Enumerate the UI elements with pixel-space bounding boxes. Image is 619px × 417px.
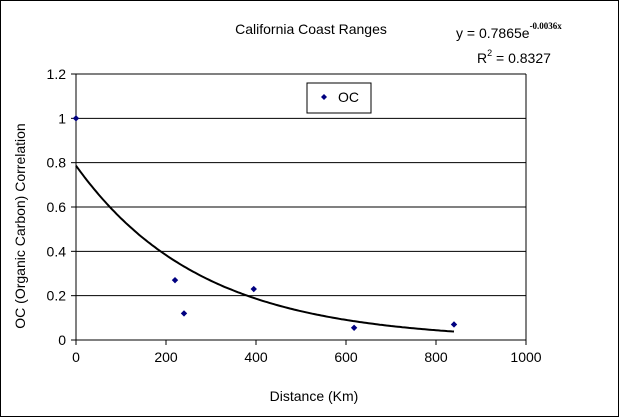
- data-point: [350, 324, 358, 332]
- trendline-equation-exponent: -0.0036x: [530, 21, 563, 31]
- legend: OC: [306, 82, 372, 114]
- x-axis-title: Distance (Km): [270, 388, 359, 404]
- r-squared-base: R: [477, 50, 487, 66]
- trendline-equation-base: y = 0.7865e: [456, 25, 530, 41]
- y-tick-label: 0: [58, 332, 66, 348]
- y-tick-label: 1: [58, 110, 66, 126]
- trendline: [75, 165, 455, 333]
- x-tick-label: 400: [244, 349, 268, 365]
- y-axis-title: OC (Organic Carbon) Correlation: [12, 123, 28, 328]
- r-squared: R2 = 0.8327: [477, 48, 551, 66]
- gridlines: [76, 73, 526, 297]
- data-point: [171, 276, 179, 284]
- x-tick-label: 800: [424, 349, 448, 365]
- legend-box: [306, 82, 372, 114]
- data-points: [72, 115, 458, 332]
- y-tick-label: 1.2: [47, 66, 67, 82]
- y-tick-label: 0.8: [47, 155, 67, 171]
- r-squared-value: = 0.8327: [492, 50, 551, 66]
- x-tick-labels: 0 200 400 600 800 1000: [72, 349, 542, 365]
- y-tick-label: 0.2: [47, 288, 67, 304]
- chart-title: California Coast Ranges: [235, 21, 387, 37]
- y-tick-label: 0.6: [47, 199, 67, 215]
- x-tick-label: 0: [72, 349, 80, 365]
- legend-label: OC: [338, 89, 359, 105]
- x-tick-label: 600: [334, 349, 358, 365]
- data-point: [180, 310, 188, 317]
- axis-ticks: [71, 73, 527, 345]
- x-tick-label: 200: [154, 349, 178, 365]
- r-squared-sup: 2: [487, 48, 492, 58]
- data-point: [450, 321, 458, 328]
- x-tick-label: 1000: [510, 349, 541, 365]
- trendline-equation: y = 0.7865e-0.0036x: [456, 21, 562, 41]
- y-tick-labels: 0 0.2 0.4 0.6 0.8 1 1.2: [47, 66, 67, 348]
- y-tick-label: 0.4: [47, 243, 67, 259]
- legend-marker-diamond-icon: [321, 94, 327, 100]
- data-point: [72, 115, 80, 122]
- data-point: [250, 285, 257, 293]
